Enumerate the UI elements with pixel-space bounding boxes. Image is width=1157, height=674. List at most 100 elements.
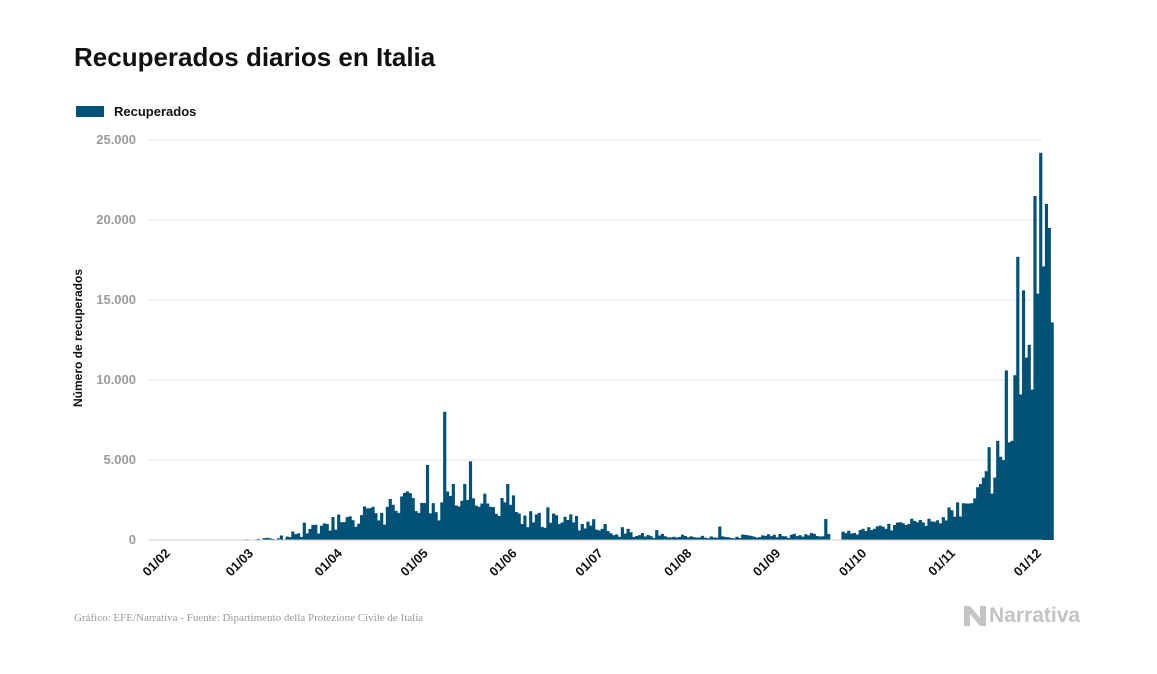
bar <box>655 530 659 540</box>
bar <box>629 532 633 540</box>
bar <box>1004 370 1008 540</box>
bar <box>520 524 524 540</box>
bar <box>930 521 934 540</box>
bar <box>256 538 261 540</box>
bar <box>812 533 816 540</box>
bar <box>712 537 716 540</box>
chart-title: Recuperados diarios en Italia <box>74 42 436 72</box>
bar <box>365 508 369 540</box>
bar <box>377 520 381 540</box>
bar <box>1050 322 1054 540</box>
bar <box>626 528 630 540</box>
bar <box>844 533 848 540</box>
bar <box>397 512 401 540</box>
bar <box>374 513 378 540</box>
bar <box>557 524 561 540</box>
bar <box>380 512 384 540</box>
bar <box>294 534 298 540</box>
bar <box>861 528 865 540</box>
bar <box>517 513 521 540</box>
bar <box>1030 389 1034 540</box>
bar <box>325 524 329 540</box>
bar <box>864 531 868 540</box>
bar <box>1047 228 1051 540</box>
legend: Recuperados <box>76 104 196 119</box>
source-note: Gráfico: EFE/Narrativa - Fuente: Diparti… <box>74 612 424 624</box>
bar <box>526 527 530 540</box>
bar <box>471 498 475 540</box>
grid-lines <box>148 139 1042 541</box>
bar <box>855 534 859 540</box>
bar <box>474 505 478 540</box>
brand-label: Narrativa <box>989 604 1081 627</box>
x-tick-label: 01/02 <box>139 546 173 580</box>
bar <box>271 538 275 540</box>
bar <box>956 502 960 540</box>
bar <box>345 517 349 540</box>
bar <box>967 503 971 540</box>
bar <box>371 506 375 540</box>
bar <box>299 536 304 540</box>
bar <box>265 537 269 540</box>
bar <box>958 516 963 540</box>
bar <box>976 487 980 540</box>
y-tick-label: 25.000 <box>96 132 136 147</box>
bar <box>483 493 487 540</box>
bar <box>297 533 301 540</box>
y-tick-label: 5.000 <box>103 452 136 467</box>
bar <box>279 535 283 540</box>
bar <box>311 524 315 540</box>
bar <box>947 507 951 540</box>
bar <box>546 507 550 540</box>
bar <box>698 537 702 540</box>
bar <box>938 523 943 540</box>
bar <box>603 524 607 540</box>
bar <box>761 535 765 540</box>
bar <box>872 528 877 540</box>
bar <box>953 516 957 540</box>
bar <box>695 537 699 540</box>
bar <box>970 503 974 540</box>
bar <box>552 513 556 540</box>
x-tick-label: 01/12 <box>1011 546 1045 580</box>
legend-label: Recuperados <box>114 104 197 119</box>
bar <box>388 498 392 540</box>
bar <box>428 513 432 540</box>
bar <box>486 503 490 540</box>
bar <box>417 512 421 540</box>
x-tick-label: 01/11 <box>925 546 958 579</box>
bar <box>815 536 819 540</box>
bar <box>615 534 619 540</box>
bar <box>827 533 831 540</box>
bar <box>1042 266 1046 540</box>
bar <box>978 484 983 540</box>
bar <box>494 513 498 540</box>
bar <box>543 527 547 540</box>
bar <box>446 491 450 540</box>
bar <box>577 530 581 540</box>
bar <box>749 535 753 540</box>
bar <box>322 523 326 540</box>
legend-swatch <box>76 106 104 117</box>
bar <box>1016 256 1020 540</box>
bar <box>488 506 493 540</box>
bar <box>511 495 516 540</box>
bar <box>480 503 484 540</box>
bar <box>798 535 802 540</box>
bar <box>394 510 398 540</box>
bar <box>574 516 579 540</box>
bar <box>924 525 928 540</box>
bar <box>781 536 785 540</box>
bar <box>497 515 501 540</box>
bar <box>509 504 513 540</box>
bar <box>950 510 954 540</box>
bar <box>595 529 599 540</box>
bar <box>893 524 897 540</box>
bar <box>789 534 794 540</box>
bar <box>1024 357 1028 540</box>
bar <box>973 498 977 540</box>
bar <box>795 536 799 540</box>
x-tick-label: 01/10 <box>836 546 870 580</box>
bar <box>933 521 937 540</box>
bar <box>852 532 857 540</box>
